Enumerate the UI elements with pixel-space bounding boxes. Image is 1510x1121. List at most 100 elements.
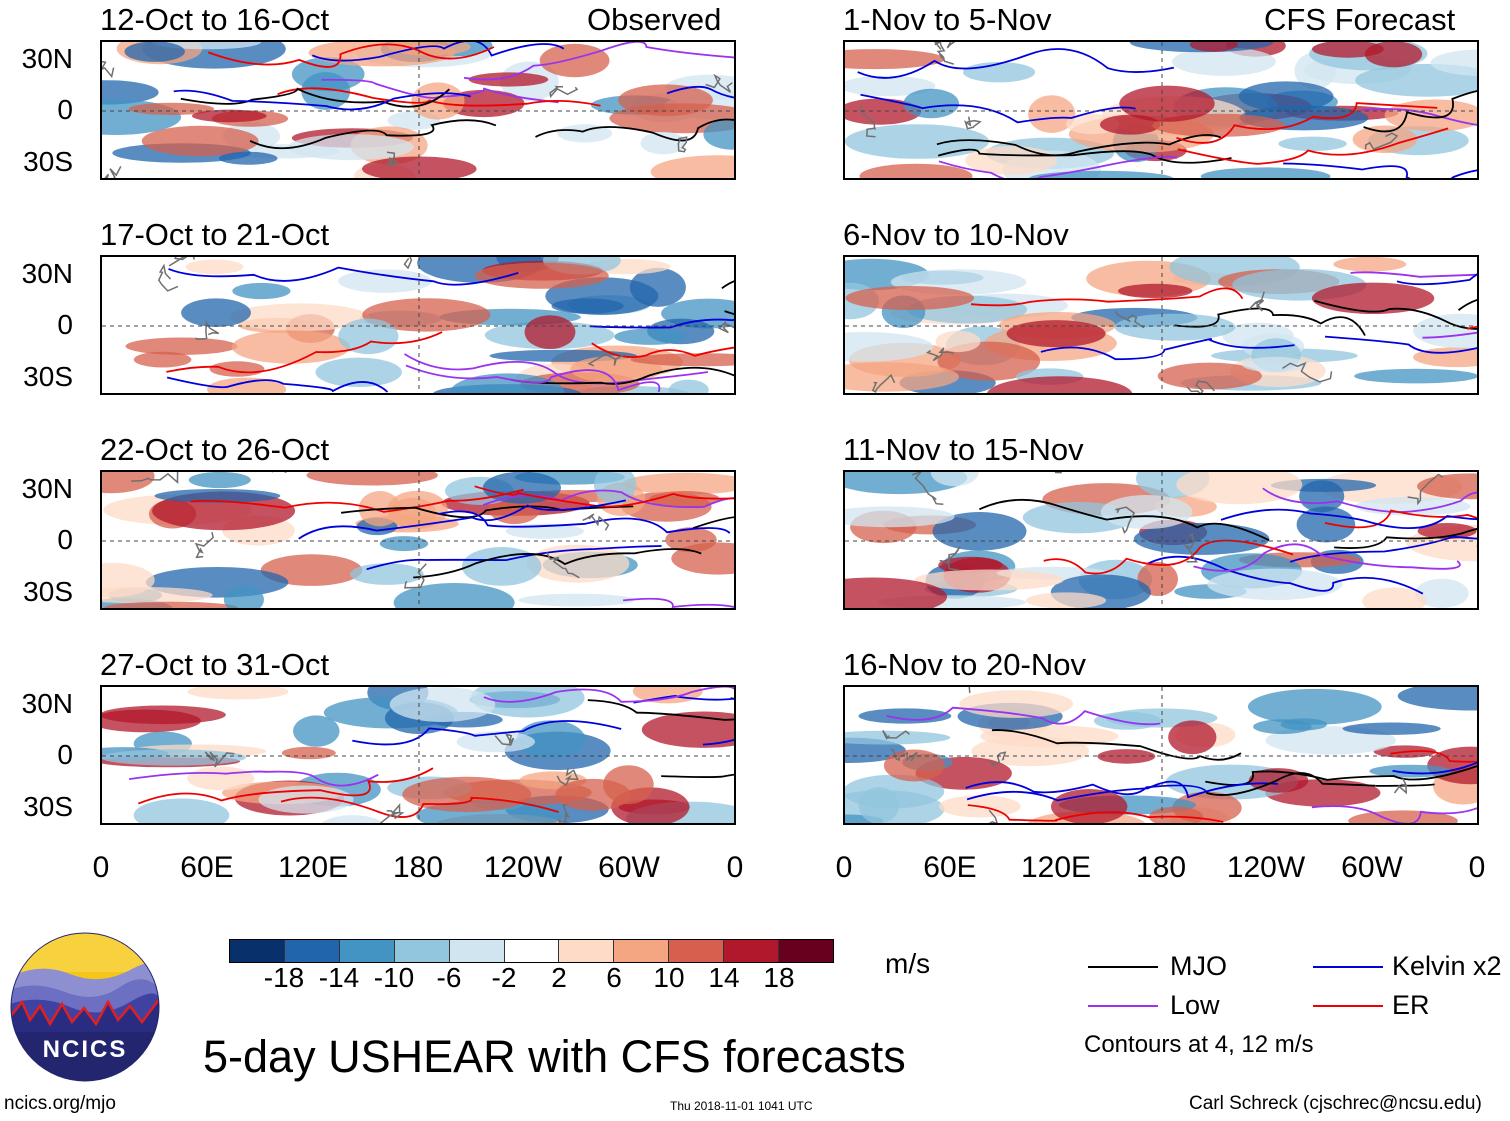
coastline <box>556 767 579 787</box>
shading-blob <box>218 151 278 165</box>
shading-blob <box>1133 522 1270 555</box>
map-field <box>102 42 734 178</box>
shading-blob <box>102 705 226 725</box>
shading-blob <box>322 815 383 823</box>
contour-line <box>1220 508 1477 529</box>
colorbar-label-7: 6 <box>606 962 622 993</box>
map-panel-right-4 <box>843 685 1479 825</box>
contour-line <box>1174 307 1366 336</box>
contour-line <box>413 548 702 579</box>
map-panel-right-3 <box>843 470 1479 610</box>
colorbar-swatch <box>449 940 505 962</box>
contour-line <box>589 318 734 329</box>
shading-blob <box>845 49 945 70</box>
contour-line <box>280 796 559 818</box>
lon-label-right-120e: 120E <box>1020 851 1092 884</box>
shading-blob <box>1200 167 1331 178</box>
contour-line <box>1205 765 1477 786</box>
shading-blob <box>1430 49 1477 76</box>
map-panel-left-2 <box>100 255 736 395</box>
contour-line <box>1396 273 1477 286</box>
contours-note: Contours at 4, 12 m/s <box>1084 1031 1314 1058</box>
coastline <box>494 733 515 746</box>
lat-label-30s-row3: 30S <box>23 576 73 607</box>
contour-line <box>1334 527 1477 549</box>
shading-blob <box>932 512 1027 551</box>
footer-timestamp: Thu 2018-11-01 1041 UTC <box>670 1099 813 1113</box>
legend-label-kelvin: Kelvin x2 <box>1392 951 1502 981</box>
contour-line <box>535 118 734 142</box>
shading-blob <box>181 298 251 327</box>
legend-line-low <box>1088 1005 1158 1007</box>
contour-line <box>180 87 451 108</box>
shading-blob <box>614 328 687 345</box>
shading-blob <box>622 472 734 495</box>
lat-label-eq-row4: 0 <box>57 739 73 770</box>
shading-blob <box>640 131 686 155</box>
map-field <box>102 687 734 823</box>
observed-label: Observed <box>587 2 722 37</box>
contour-line <box>166 376 389 393</box>
coastline <box>379 803 405 823</box>
lon-label-right-0: 0 <box>835 851 853 884</box>
lat-label-30s-row4: 30S <box>23 791 73 822</box>
map-field <box>102 257 734 393</box>
contour-line <box>591 342 734 358</box>
colorbar-swatch <box>614 940 670 962</box>
shading-blob <box>207 377 287 393</box>
shading-blob <box>306 472 438 486</box>
shading-blob <box>1384 99 1477 132</box>
colorbar-label-8: 10 <box>653 962 685 993</box>
shading-blob <box>1093 711 1161 730</box>
contour-line <box>1361 108 1477 126</box>
shading-blob <box>468 72 549 87</box>
colorbar-label-3: -10 <box>373 962 415 993</box>
lon-label-left-0: 0 <box>92 851 110 884</box>
footer-url: ncics.org/mjo <box>4 1093 116 1114</box>
shading-blob <box>1157 362 1262 390</box>
shading-blob <box>349 563 424 585</box>
shading-blob <box>474 262 609 289</box>
shading-blob <box>338 318 399 355</box>
coastline <box>557 803 570 823</box>
panel-title-left-3: 22-Oct to 26-Oct <box>100 432 330 467</box>
contour-line <box>1283 162 1477 178</box>
coastline <box>1114 310 1145 329</box>
map-panel-left-4 <box>100 685 736 825</box>
lat-label-30n-row1: 30N <box>21 43 73 74</box>
shading-blob <box>124 42 185 62</box>
coastline <box>386 151 399 167</box>
shading-blob <box>1253 719 1312 735</box>
contour-line <box>1314 299 1477 330</box>
shading-blob <box>154 489 281 503</box>
colorbar-swatch <box>339 940 395 962</box>
shading-blob <box>965 146 1058 175</box>
coastline <box>195 319 220 340</box>
coastline <box>1115 506 1136 534</box>
contour-line <box>937 148 1232 164</box>
shading-blob <box>1296 506 1356 543</box>
shading-blob <box>1207 568 1343 600</box>
lat-label-30n-row4: 30N <box>21 688 73 719</box>
lat-label-eq-row1: 0 <box>57 94 73 125</box>
contour-line <box>298 499 626 540</box>
contour-line <box>1390 750 1477 763</box>
shading-blob <box>555 778 631 811</box>
coastline <box>964 116 982 130</box>
map-panel-left-3 <box>100 470 736 610</box>
shading-blob <box>1342 722 1441 735</box>
colorbar-label-5: -2 <box>491 962 517 993</box>
shading-blob <box>315 357 402 387</box>
coastline <box>1393 778 1408 795</box>
colorbar-label-9: 14 <box>708 962 740 993</box>
shading-blob <box>557 124 613 143</box>
legend-line-kelvin <box>1313 966 1383 968</box>
coastline <box>1282 361 1333 383</box>
shading-blob <box>524 315 576 349</box>
shading-blob <box>845 577 948 608</box>
shading-blob <box>379 536 429 552</box>
shading-blob <box>930 472 979 487</box>
shading-blob <box>650 155 734 178</box>
coastline <box>1183 532 1199 563</box>
colorbar-label-6: 2 <box>551 962 567 993</box>
